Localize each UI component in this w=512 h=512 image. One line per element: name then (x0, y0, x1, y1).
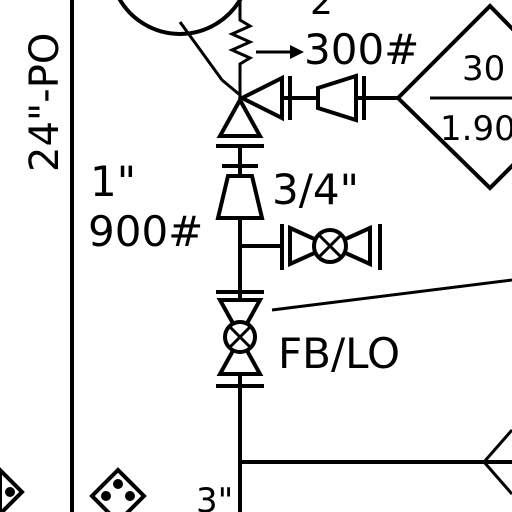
valve-top-triangle (216, 298, 264, 341)
ball-valve-x2 (228, 325, 252, 349)
bottom-connector-icon (482, 429, 512, 495)
arrow-head-icon (290, 45, 304, 59)
drain-valve-x2 (317, 233, 343, 259)
diamond-top-label: 30 (462, 49, 505, 89)
reducer-size-label: 3/4" (272, 165, 359, 214)
top-rating-label: 300# (304, 25, 419, 74)
bubble-leader-line (178, 21, 224, 81)
horizontal-reducer-icon (316, 73, 358, 123)
vertical-reducer-icon (215, 174, 265, 220)
valve-note-label: FB/LO (278, 329, 400, 378)
relief-valve-inlet-icon (216, 95, 264, 138)
top-size-label: 2 (310, 0, 333, 23)
diamond-bottom-label: 1.90 (440, 109, 512, 149)
line-number-label: 24"-PO (22, 33, 68, 172)
note-leader-line (271, 278, 512, 312)
relief-spring-icon (228, 0, 254, 100)
spring-leader (221, 78, 241, 97)
relief-valve-outlet-icon (237, 74, 284, 122)
drain-valve-right-triangle (325, 224, 372, 268)
small-diamond-symbol-right (89, 467, 147, 512)
drain-valve-left-triangle (288, 224, 335, 268)
small-diamond-symbol-left (0, 467, 25, 512)
instrument-bubble (117, 0, 243, 36)
left-rating-label: 900# (88, 207, 203, 256)
valve-bottom-triangle (216, 333, 264, 376)
left-size-label: 1" (90, 157, 136, 206)
bottom-size-label: 3" (196, 481, 233, 512)
